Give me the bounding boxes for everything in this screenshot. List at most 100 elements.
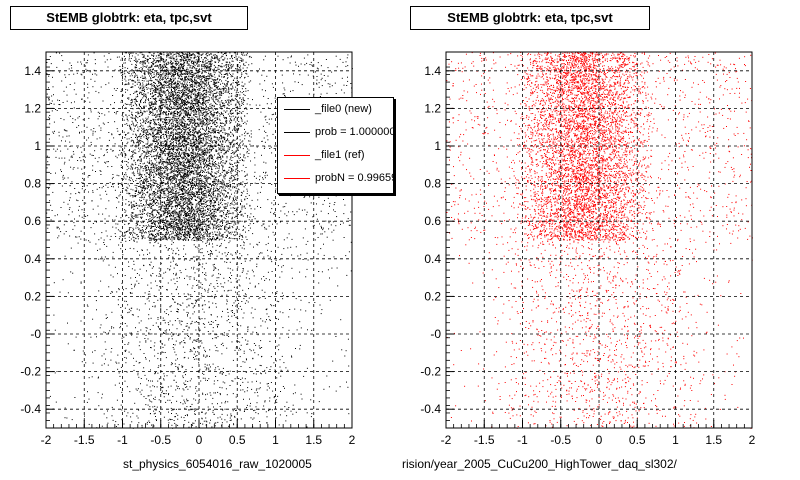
data-point [302, 194, 304, 196]
data-point [187, 124, 188, 126]
data-point [185, 115, 187, 117]
data-point [265, 172, 266, 174]
data-point [61, 157, 63, 159]
data-point [183, 177, 185, 179]
data-point [190, 191, 192, 193]
data-point [73, 107, 75, 109]
data-point [214, 165, 216, 167]
data-point [145, 76, 146, 78]
data-point [208, 238, 210, 240]
data-point [201, 198, 203, 200]
data-point [106, 149, 108, 150]
data-point [199, 122, 201, 124]
data-point [167, 61, 169, 63]
data-point [73, 153, 75, 155]
data-point [235, 54, 237, 56]
data-point [94, 59, 96, 61]
data-point [178, 69, 180, 71]
data-point [232, 129, 233, 131]
data-point [172, 192, 174, 194]
data-point [169, 103, 171, 105]
data-point [203, 99, 205, 101]
data-point [158, 76, 160, 78]
scatter-plot-left: -2 -1.5 -1 -0.5 0 0.5 1 1.5 2-0.4-0.2-00.20.40.6… [20, 51, 356, 447]
data-point [115, 197, 117, 198]
data-point [207, 75, 209, 77]
data-point [179, 133, 181, 134]
data-point [172, 231, 174, 233]
data-point [304, 228, 306, 230]
data-point [183, 69, 185, 71]
data-point [111, 76, 113, 78]
data-point [211, 169, 213, 170]
data-point [251, 219, 253, 221]
data-point [208, 190, 210, 192]
data-point [166, 136, 168, 138]
data-point [187, 205, 189, 207]
data-point [163, 207, 165, 209]
data-point [165, 97, 167, 99]
data-point [230, 84, 232, 86]
data-point [212, 208, 214, 210]
data-point [233, 234, 235, 236]
data-point [282, 59, 284, 61]
data-point [180, 72, 182, 74]
data-point [185, 150, 187, 152]
data-point [156, 140, 158, 142]
data-point [172, 122, 174, 124]
data-point [90, 141, 92, 143]
data-point [195, 185, 197, 186]
data-point [81, 151, 83, 153]
data-point [226, 110, 228, 112]
data-point [120, 152, 122, 154]
data-point [273, 200, 275, 201]
data-point [165, 60, 167, 62]
data-point [165, 112, 167, 114]
data-point [148, 72, 150, 74]
data-point [170, 71, 172, 73]
data-point [196, 168, 198, 170]
data-point [200, 197, 202, 198]
data-point [197, 196, 198, 198]
data-point [207, 214, 209, 216]
data-point [93, 69, 95, 71]
data-point [241, 134, 243, 136]
data-point [214, 122, 215, 124]
data-point [131, 98, 133, 100]
data-point [106, 151, 108, 153]
data-point [198, 194, 200, 195]
data-point [152, 213, 154, 215]
data-point [181, 86, 183, 88]
data-point [241, 99, 243, 101]
data-point [204, 129, 206, 131]
data-point [139, 211, 141, 213]
data-point [92, 190, 94, 192]
data-point [216, 189, 218, 191]
data-point [201, 76, 203, 77]
data-point [134, 91, 136, 93]
data-point [320, 233, 322, 235]
data-point [217, 99, 219, 101]
data-point [125, 215, 127, 217]
data-point [239, 211, 241, 213]
data-point [222, 146, 224, 148]
data-point [327, 213, 329, 215]
data-point [192, 238, 194, 239]
data-point [182, 108, 184, 110]
data-point [177, 123, 179, 125]
data-point [154, 163, 156, 165]
data-point [139, 197, 141, 198]
data-point [117, 223, 119, 225]
data-point [214, 200, 216, 202]
data-point [50, 204, 52, 206]
data-point [196, 68, 198, 69]
data-point [220, 191, 222, 193]
data-point [257, 71, 259, 73]
data-point [171, 195, 173, 197]
data-point [164, 183, 166, 185]
data-point [173, 111, 175, 113]
data-point [201, 206, 203, 208]
data-point [230, 212, 232, 214]
data-point [179, 219, 181, 220]
data-point [95, 90, 97, 92]
